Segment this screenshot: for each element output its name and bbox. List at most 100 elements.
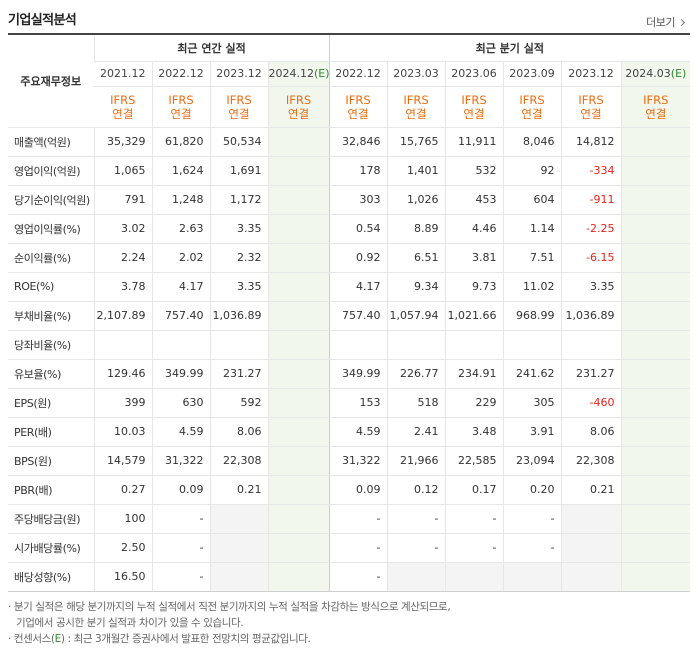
ifrs-line1: IFRS bbox=[110, 92, 136, 107]
ifrs-line2: 연결 bbox=[112, 106, 134, 121]
table-cell: 399 bbox=[93, 387, 152, 418]
table-cell: 9.34 bbox=[386, 272, 446, 302]
table-cell: - bbox=[151, 533, 210, 563]
table-cell bbox=[560, 562, 622, 592]
period-label: 2023.12 bbox=[568, 67, 614, 80]
table-cell bbox=[267, 185, 330, 215]
table-cell bbox=[620, 300, 691, 331]
period-label: 2023.03 bbox=[393, 67, 439, 80]
row-label: EPS(원) bbox=[8, 387, 94, 418]
table-cell bbox=[502, 562, 562, 592]
table-cell: 9.73 bbox=[444, 272, 504, 302]
table-cell bbox=[444, 330, 504, 360]
table-cell: 0.20 bbox=[502, 475, 562, 505]
annual-period-2024-12: 2024.12(E) bbox=[267, 61, 330, 87]
footnote-3-tag: E bbox=[54, 633, 62, 645]
table-row: 영업이익률(%) 3.02 2.63 3.35 0.54 8.89 4.46 1.14 -2.2… bbox=[8, 213, 691, 244]
table-cell: - bbox=[502, 533, 562, 563]
table-cell: - bbox=[444, 533, 504, 563]
period-label: 2022.12 bbox=[335, 67, 381, 80]
table-cell: 22,308 bbox=[560, 446, 622, 476]
row-label: 배당성향(%) bbox=[8, 562, 94, 592]
table-cell: 3.35 bbox=[560, 272, 622, 302]
table-cell bbox=[151, 330, 210, 360]
ifrs-line2: 연결 bbox=[645, 106, 667, 121]
table-cell: 3.02 bbox=[93, 213, 152, 244]
footnote-3-suffix: ) : 최근 3개월간 증권사에서 발표한 전망치의 평균값입니다. bbox=[60, 633, 311, 645]
table-cell bbox=[267, 243, 330, 273]
ifrs-label: IFRS 연결 bbox=[444, 86, 504, 128]
table-row: 영업이익(억원) 1,065 1,624 1,691 178 1,401 532 92 -334 bbox=[8, 156, 691, 186]
table-cell: 15,765 bbox=[386, 127, 446, 157]
table-cell: 14,579 bbox=[93, 446, 152, 476]
table-cell bbox=[620, 417, 691, 447]
table-cell bbox=[620, 359, 691, 389]
table-cell bbox=[267, 359, 330, 389]
table-cell: -2.25 bbox=[560, 213, 622, 244]
table-cell bbox=[267, 417, 330, 447]
annual-group-header: 최근 연간 실적 bbox=[93, 33, 330, 62]
period-label: 2023.12 bbox=[216, 67, 262, 80]
table-cell: 1,036.89 bbox=[209, 300, 268, 331]
period-label: 2023.09 bbox=[509, 67, 555, 80]
table-cell: 92 bbox=[502, 156, 562, 186]
table-cell: 1,172 bbox=[209, 185, 268, 215]
table-cell: 1,026 bbox=[386, 185, 446, 215]
table-cell: 4.17 bbox=[328, 272, 388, 302]
table-cell: 0.92 bbox=[328, 243, 388, 273]
quarter-period-2023-12: 2023.12 bbox=[560, 61, 622, 87]
table-cell: 23,094 bbox=[502, 446, 562, 476]
row-label: PBR(배) bbox=[8, 475, 94, 505]
table-row: 시가배당률(%) 2.50- - - - - bbox=[8, 533, 691, 563]
ifrs-line1: IFRS bbox=[461, 92, 487, 107]
table-row: PBR(배) 0.27 0.09 0.21 0.09 0.12 0.17 0.20 0.21 bbox=[8, 475, 691, 505]
row-label-header: 주요재무정보 bbox=[8, 33, 94, 128]
row-label: 영업이익(억원) bbox=[8, 156, 94, 186]
table-cell: 453 bbox=[444, 185, 504, 215]
annual-period-2023-12: 2023.12 bbox=[209, 61, 268, 87]
table-row: 매출액(억원) 35,329 61,820 50,534 32,846 15,765 11,… bbox=[8, 127, 691, 157]
table-cell: 2.63 bbox=[151, 213, 210, 244]
row-label: 유보율(%) bbox=[8, 359, 94, 389]
table-cell: - bbox=[386, 533, 446, 563]
quarter-period-2024-03: 2024.03(E) bbox=[620, 61, 691, 87]
table-cell bbox=[209, 533, 268, 563]
table-cell: 61,820 bbox=[151, 127, 210, 157]
table-cell: 100 bbox=[93, 503, 152, 534]
more-link[interactable]: 더보기 bbox=[646, 14, 686, 30]
table-cell: 757.40 bbox=[151, 300, 210, 331]
table-cell bbox=[209, 562, 268, 592]
table-cell bbox=[560, 503, 622, 534]
table-cell: 8,046 bbox=[502, 127, 562, 157]
table-cell: 14,812 bbox=[560, 127, 622, 157]
table-row: EPS(원) 399 630 592 153 518 229 305 -460 bbox=[8, 387, 691, 418]
table-cell: 630 bbox=[151, 387, 210, 418]
quarter-period-2023-03: 2023.03 bbox=[386, 61, 446, 87]
ifrs-line1: IFRS bbox=[578, 92, 604, 107]
table-cell bbox=[620, 156, 691, 186]
table-cell: 3.48 bbox=[444, 417, 504, 447]
table-cell: 1,401 bbox=[386, 156, 446, 186]
table-cell: 231.27 bbox=[209, 359, 268, 389]
table-cell: 0.21 bbox=[560, 475, 622, 505]
table-cell bbox=[620, 330, 691, 360]
ifrs-line1: IFRS bbox=[643, 92, 669, 107]
table-cell: - bbox=[151, 503, 210, 534]
ifrs-line2: 연결 bbox=[463, 106, 485, 121]
ifrs-line1: IFRS bbox=[168, 92, 194, 107]
table-row: 당좌비율(%) bbox=[8, 330, 691, 360]
table-cell: 303 bbox=[328, 185, 388, 215]
table-cell: 349.99 bbox=[151, 359, 210, 389]
table-cell bbox=[209, 503, 268, 534]
table-cell: 3.35 bbox=[209, 272, 268, 302]
table-cell: 129.46 bbox=[93, 359, 152, 389]
table-cell bbox=[620, 503, 691, 534]
table-cell: 968.99 bbox=[502, 300, 562, 331]
ifrs-line1: IFRS bbox=[226, 92, 252, 107]
table-cell: - bbox=[328, 503, 388, 534]
table-cell: 2,107.89 bbox=[93, 300, 152, 331]
table-cell: 2.41 bbox=[386, 417, 446, 447]
table-cell: 178 bbox=[328, 156, 388, 186]
table-row: 유보율(%) 129.46 349.99 231.27 349.99 226.77 234.… bbox=[8, 359, 691, 389]
table-cell bbox=[267, 475, 330, 505]
